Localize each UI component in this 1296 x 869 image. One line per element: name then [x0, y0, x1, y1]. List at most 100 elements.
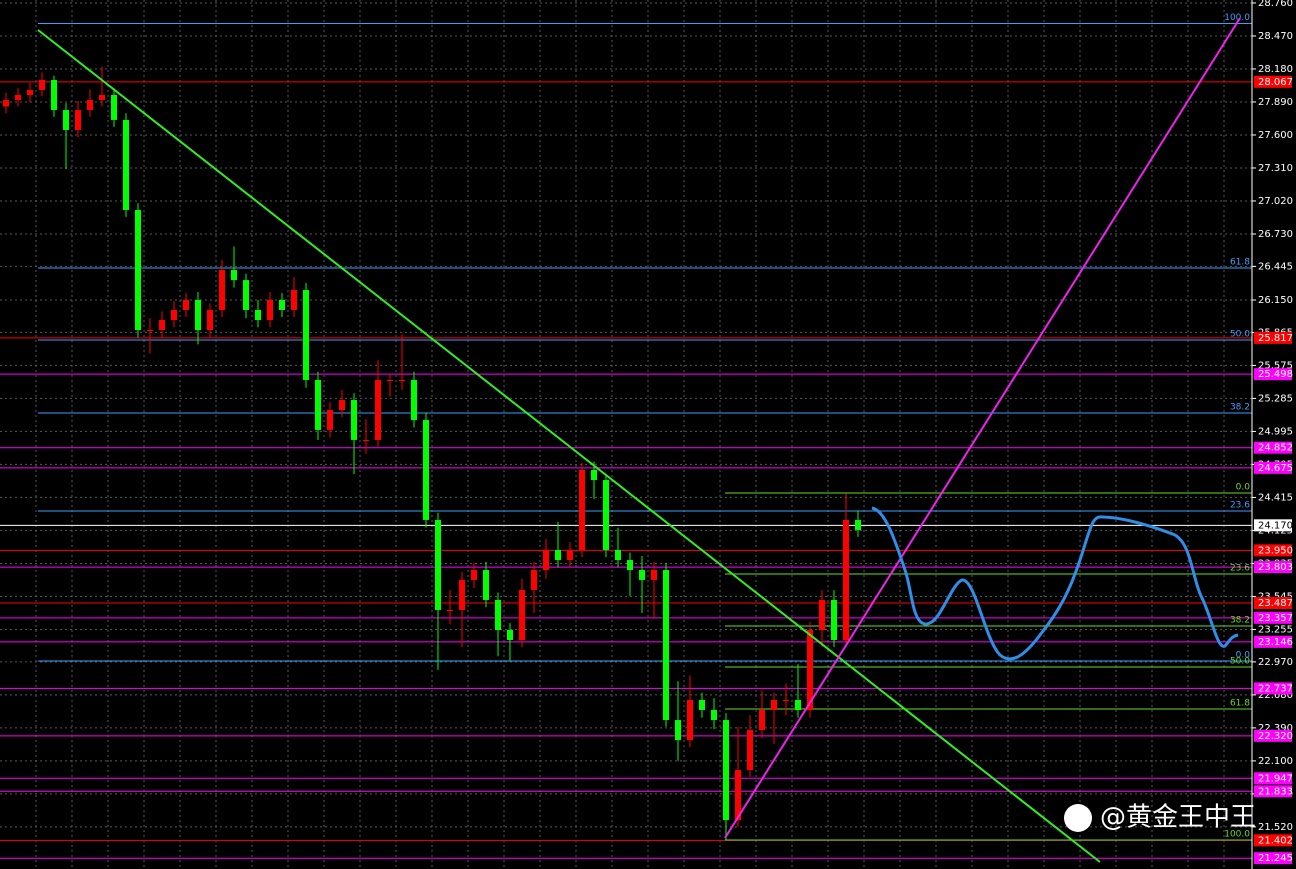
candle-body — [327, 410, 333, 430]
level-price-label: 23.357 — [1258, 613, 1293, 624]
y-tick-label: 23.545 — [1258, 591, 1293, 602]
candle-body — [495, 599, 501, 631]
candle-body — [183, 299, 189, 310]
level-price-label: 22.320 — [1258, 731, 1293, 742]
y-tick-label: 27.020 — [1258, 196, 1293, 207]
candle-body — [711, 710, 717, 721]
candle-body — [135, 209, 141, 331]
candle-body — [531, 570, 537, 590]
level-price-label: 21.947 — [1258, 773, 1293, 784]
fib-label: 0.0 — [1236, 650, 1251, 660]
candle-body — [15, 95, 21, 101]
y-tick-label: 28.760 — [1258, 0, 1293, 9]
level-price-label: 24.170 — [1258, 520, 1293, 531]
candle-body — [27, 90, 33, 96]
fib-label: 23.6 — [1230, 564, 1250, 574]
candle-body — [783, 700, 789, 702]
candle-body — [663, 570, 669, 721]
level-price-box — [1254, 461, 1292, 474]
candle-body — [795, 700, 801, 711]
candle-body — [3, 100, 9, 107]
candle-body — [339, 400, 345, 411]
level-price-box — [1254, 611, 1292, 624]
candle-body — [171, 309, 177, 321]
level-price-label: 23.487 — [1258, 598, 1293, 609]
y-tick-label: 27.890 — [1258, 97, 1293, 108]
y-tick-label: 22.390 — [1258, 723, 1293, 734]
level-price-label: 25.817 — [1258, 333, 1293, 344]
candle-body — [747, 730, 753, 770]
y-tick-label: 27.600 — [1258, 130, 1293, 141]
candle-body — [267, 299, 273, 321]
candle-body — [399, 379, 405, 381]
candle-body — [855, 519, 861, 530]
level-price-label: 21.402 — [1258, 835, 1293, 846]
candle-body — [459, 579, 465, 610]
level-price-box — [1254, 597, 1292, 610]
y-tick-label: 24.995 — [1258, 426, 1293, 437]
candle-body — [639, 570, 645, 580]
candle-body — [375, 379, 381, 440]
level-price-label: 21.245 — [1258, 853, 1293, 864]
y-tick-label: 26.730 — [1258, 229, 1293, 240]
candle-body — [651, 570, 657, 580]
candle-body — [699, 700, 705, 711]
candle-body — [303, 289, 309, 380]
level-price-box — [1254, 682, 1292, 695]
level-price-box — [1254, 785, 1292, 798]
level-price-box — [1254, 519, 1292, 532]
level-price-label: 23.146 — [1258, 637, 1293, 648]
y-tick-label: 28.470 — [1258, 31, 1293, 42]
y-tick-label: 22.970 — [1258, 657, 1293, 668]
level-price-label: 21.833 — [1258, 786, 1293, 797]
level-price-box — [1254, 729, 1292, 742]
candle-body — [507, 630, 513, 641]
level-price-box — [1254, 852, 1292, 865]
fib-label: 38.2 — [1230, 616, 1250, 626]
y-tick-label: 25.285 — [1258, 393, 1293, 404]
candle-body — [195, 299, 201, 331]
forecast-sketch — [871, 506, 1239, 661]
y-tick-label: 22.100 — [1258, 756, 1293, 767]
level-price-box — [1254, 441, 1292, 454]
y-tick-label: 28.180 — [1258, 64, 1293, 75]
candle-body — [411, 379, 417, 421]
y-tick-label: 26.445 — [1258, 261, 1293, 272]
y-tick-label: 24.415 — [1258, 492, 1293, 503]
y-tick-label: 22.680 — [1258, 690, 1293, 701]
level-price-label: 23.803 — [1258, 562, 1293, 573]
trend-line — [724, 17, 1241, 839]
candle-body — [471, 570, 477, 580]
watermark-group: @黄金王中王 — [1064, 803, 1256, 833]
candle-body — [615, 550, 621, 561]
candle-body — [255, 309, 261, 321]
candle-body — [435, 519, 441, 610]
candle-body — [75, 110, 81, 130]
candle-body — [771, 700, 777, 711]
watermark: @黄金王中王 — [1100, 803, 1256, 833]
candle-body — [687, 700, 693, 741]
candle-body — [675, 720, 681, 741]
level-price-box — [1254, 772, 1292, 785]
y-tick-label: 27.310 — [1258, 163, 1293, 174]
level-price-box — [1254, 561, 1292, 574]
candle-body — [603, 480, 609, 551]
candle-body — [291, 289, 297, 310]
candle-body — [723, 720, 729, 821]
level-price-box — [1254, 368, 1292, 381]
fib-label: 0.0 — [1236, 482, 1251, 492]
fib-label: 50.0 — [1230, 330, 1250, 340]
candle-body — [51, 80, 57, 111]
level-price-box — [1254, 75, 1292, 88]
fib-label: 100.0 — [1224, 13, 1250, 23]
fib-label: 50.0 — [1230, 656, 1250, 666]
candle-body — [591, 470, 597, 481]
candle-body — [831, 599, 837, 641]
y-tick-label: 21.520 — [1258, 822, 1293, 833]
candle-body — [207, 309, 213, 331]
candle-body — [555, 550, 561, 561]
candle-body — [147, 330, 153, 332]
candle-body — [159, 320, 165, 331]
candle-body — [123, 119, 129, 210]
